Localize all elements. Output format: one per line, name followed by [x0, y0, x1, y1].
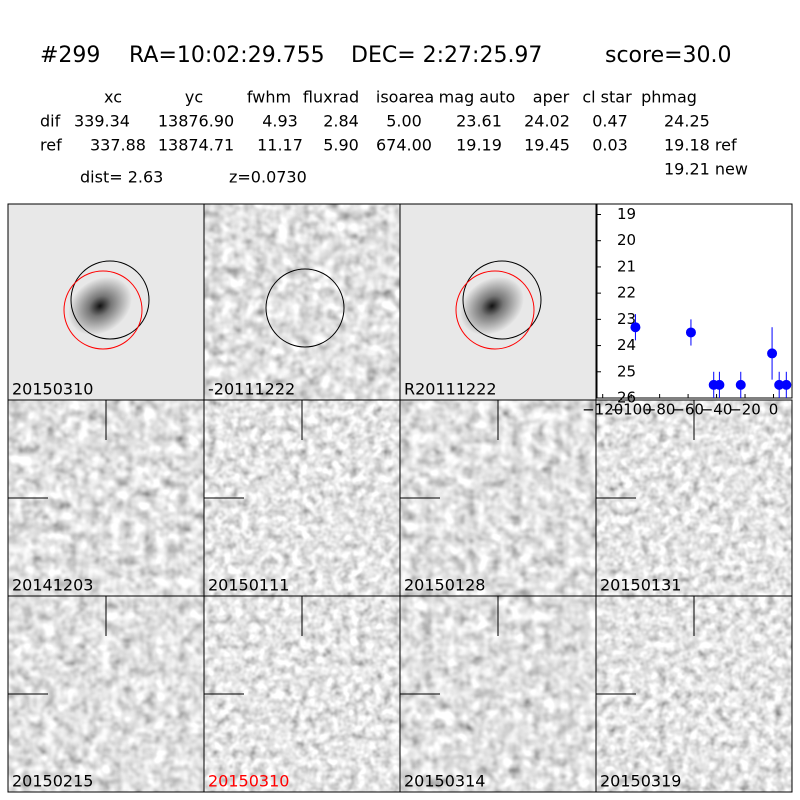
image-panel: 20141203: [7, 399, 205, 597]
y-tick-label: 24: [617, 336, 636, 354]
table-cell: 337.88: [90, 136, 146, 155]
table-cell: 19.18 ref: [664, 136, 737, 155]
data-point: [781, 379, 792, 390]
table-cell: 19.19: [456, 136, 502, 155]
panel-label: 20150310: [208, 772, 289, 791]
x-tick-label: −100: [611, 401, 652, 419]
y-tick-label: 20: [617, 231, 636, 249]
image-panel: 20150310: [203, 595, 401, 793]
table-cell: 5.90: [323, 136, 359, 155]
aperture-ref: [455, 270, 535, 350]
data-point: [767, 348, 778, 359]
x-tick-label: −20: [729, 401, 761, 419]
panel-border: [595, 595, 793, 793]
data-point: [735, 379, 746, 390]
data-point: [630, 322, 641, 333]
table-cell: 674.00: [376, 136, 432, 155]
panel-label: 20150314: [404, 772, 485, 791]
column-header: phmag: [641, 88, 697, 107]
row-label: ref: [40, 136, 62, 155]
x-tick-label: 0: [769, 401, 779, 419]
panel-label: 20150215: [12, 772, 93, 791]
data-point: [714, 379, 725, 390]
panel-label: 20150131: [600, 576, 681, 595]
panel-label: 20150111: [208, 576, 289, 595]
dec: DEC= 2:27:25.97: [351, 43, 542, 68]
table-cell: 5.00: [386, 112, 422, 131]
row-label: dif: [40, 112, 61, 131]
aperture-ref: [63, 270, 143, 350]
table-cell: 4.93: [262, 112, 298, 131]
aperture: [265, 268, 345, 348]
panel-label: 20141203: [12, 576, 93, 595]
y-tick-label: 19: [617, 205, 636, 223]
column-header: isoarea: [376, 88, 434, 107]
table-cell: 24.02: [524, 112, 570, 131]
image-panel: 20150310: [7, 203, 205, 401]
y-tick-label: 26: [617, 389, 636, 407]
image-panel: 20150215: [7, 595, 205, 793]
y-tick-label: 22: [617, 284, 636, 302]
galaxy: [460, 277, 524, 335]
column-header: mag auto: [439, 88, 516, 107]
column-header: cl star: [582, 88, 632, 107]
column-header: fluxrad: [303, 88, 359, 107]
image-panel: 20150111: [203, 399, 401, 597]
image-panel: 20150128: [399, 399, 597, 597]
table-cell: 24.25: [664, 112, 710, 131]
column-header: xc: [104, 88, 122, 107]
table-cell: 19.45: [524, 136, 570, 155]
table-cell: 23.61: [456, 112, 502, 131]
image-panel: 20150314: [399, 595, 597, 793]
table-cell: 0.03: [592, 136, 628, 155]
y-tick-label: 23: [617, 310, 636, 328]
score: score=30.0: [605, 43, 732, 68]
column-header: yc: [185, 88, 203, 107]
ra: RA=10:02:29.755: [129, 43, 325, 68]
redshift: z=0.0730: [229, 168, 307, 187]
phmag-new: 19.21 new: [664, 160, 748, 179]
dist: dist= 2.63: [80, 168, 163, 187]
image-panel: -20111222: [203, 203, 401, 401]
table-cell: 13876.90: [158, 112, 234, 131]
table-cell: 2.84: [323, 112, 359, 131]
aperture: [462, 260, 542, 340]
data-point: [685, 327, 696, 338]
aperture: [70, 260, 150, 340]
y-tick-label: 25: [617, 362, 636, 380]
image-panel: 20150319: [595, 595, 793, 793]
column-header: fwhm: [247, 88, 291, 107]
table-cell: 13874.71: [158, 136, 234, 155]
galaxy: [68, 277, 132, 335]
table-cell: 11.17: [257, 136, 303, 155]
panel-label: 20150310: [12, 380, 93, 399]
table-cell: 0.47: [592, 112, 628, 131]
chart-area: [596, 203, 793, 399]
x-tick-label: −80: [644, 401, 676, 419]
y-tick-label: 21: [617, 257, 636, 275]
candidate-id: #299: [40, 43, 100, 68]
table-cell: 339.34: [74, 112, 130, 131]
x-tick-label: −60: [672, 401, 704, 419]
panel-label: R20111222: [404, 380, 497, 399]
column-header: aper: [533, 88, 570, 107]
x-tick-label: −120: [582, 401, 623, 419]
image: [204, 204, 400, 400]
image-panel: R20111222: [399, 203, 597, 401]
image-panel: 20150131: [595, 399, 793, 597]
panel-label: -20111222: [208, 380, 295, 399]
x-tick-label: −40: [701, 401, 733, 419]
panel-label: 20150319: [600, 772, 681, 791]
panel-label: 20150128: [404, 576, 485, 595]
